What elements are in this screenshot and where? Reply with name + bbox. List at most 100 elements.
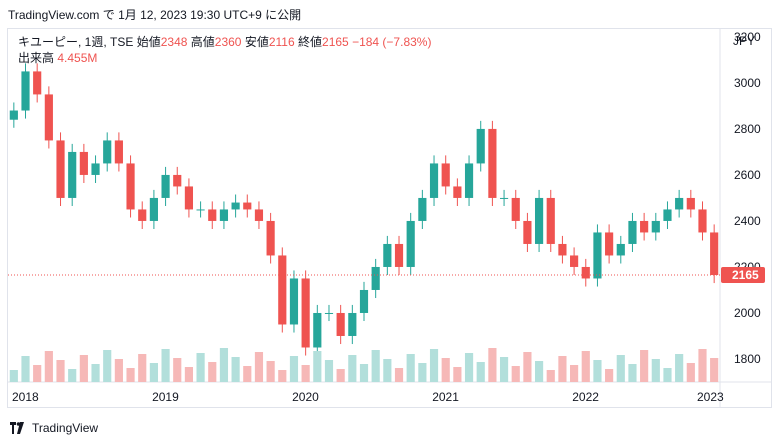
tradingview-logo-icon (10, 422, 24, 434)
volume-bar (511, 366, 520, 382)
candle-body (138, 209, 147, 221)
candle-body (511, 197, 520, 221)
volume-bar (196, 353, 205, 382)
candle-body (114, 140, 123, 164)
candle-body (570, 255, 579, 267)
volume-bar (616, 355, 625, 382)
candle-body (453, 186, 462, 198)
candle-body (534, 197, 544, 244)
high-label: 高値 (190, 35, 215, 49)
volume-bar (581, 351, 590, 382)
volume-bar (686, 363, 695, 382)
candle-body (278, 255, 287, 325)
candle-body (324, 312, 334, 314)
volume-bar (429, 349, 439, 382)
close-label: 終値 (298, 35, 323, 49)
candle-body (581, 266, 590, 279)
volume-bar (476, 362, 485, 382)
candle-body (488, 128, 497, 198)
candle-body (126, 163, 135, 210)
low-value: 2116 (268, 35, 295, 49)
candle-body (301, 278, 310, 348)
candle-body (348, 312, 357, 336)
candle-body (79, 151, 88, 175)
volume-bar (184, 367, 194, 382)
footer-brand: TradingView (32, 421, 99, 435)
candle-body (9, 110, 18, 120)
candle-body (464, 163, 474, 198)
volume-bar (663, 368, 672, 382)
volume-bar (289, 356, 299, 382)
candle-body (383, 243, 392, 267)
candle-body (593, 232, 602, 279)
candle-body (406, 220, 415, 267)
candle-body (21, 71, 30, 111)
candle-body (418, 197, 427, 221)
candle-body (663, 209, 672, 221)
volume-bar (254, 352, 264, 382)
volume-bar (126, 368, 135, 382)
volume-bar (523, 352, 532, 382)
low-label: 安値 (244, 35, 269, 49)
source-label: TradingView.com (8, 8, 100, 22)
volume-bar (558, 356, 567, 382)
candle-body (33, 71, 42, 95)
publish-datetime: で 1月 12, 2023 19:30 UTC+9 に公開 (102, 8, 302, 22)
candle-body (289, 278, 299, 325)
volume-bar (336, 369, 345, 382)
volume-bar (91, 364, 100, 382)
open-value: 2348 (160, 35, 188, 49)
x-tick-label: 2018 (12, 390, 39, 404)
candle-body (651, 220, 660, 233)
candle-body (184, 186, 194, 210)
volume-bar (570, 365, 579, 382)
candle-body (196, 209, 205, 211)
candle-body (628, 220, 637, 244)
candle-body (605, 232, 614, 256)
volume-bar (56, 360, 65, 382)
candle-body (686, 197, 695, 210)
candle-body (546, 197, 555, 244)
y-tick-label: 3000 (734, 76, 761, 90)
volume-bar (243, 366, 252, 382)
candle-body (394, 243, 404, 267)
last-price-badge-label: 2165 (732, 268, 759, 282)
candle-body (266, 220, 275, 256)
x-tick-label: 2023 (697, 390, 724, 404)
y-tick-label: 2400 (734, 214, 761, 228)
candle-body (675, 197, 684, 210)
volume-bar (675, 354, 684, 382)
volume-bar (68, 369, 77, 382)
currency-label: JPY (733, 34, 756, 48)
volume-value: 4.455M (57, 51, 98, 65)
volume-bar (208, 362, 217, 382)
y-tick-label: 2000 (734, 306, 761, 320)
open-label: 始値 (136, 35, 161, 49)
volume-bar (138, 354, 147, 382)
candle-body (371, 266, 380, 290)
chart-frame[interactable] (7, 28, 772, 408)
y-tick-label: 2600 (734, 168, 761, 182)
volume-bar (324, 360, 334, 382)
symbol-label[interactable]: キユーピー, 1週, TSE (18, 35, 134, 49)
candle-body (103, 140, 112, 164)
volume-bar (546, 370, 555, 382)
volume-bar (371, 350, 380, 382)
candle-body (161, 174, 170, 198)
volume-bar (173, 358, 182, 382)
candle-body (616, 243, 625, 256)
chart-legend: キユーピー, 1週, TSE 始値2348 高値2360 安値2116 終値21… (18, 34, 431, 66)
volume-bar (464, 353, 474, 382)
candle-body (44, 94, 53, 141)
volume-bar (313, 351, 322, 382)
volume-bar (383, 359, 392, 382)
volume-bar (698, 349, 707, 382)
volume-bar (418, 363, 427, 382)
y-tick-label: 3200 (734, 30, 761, 44)
volume-bar (628, 364, 637, 382)
volume-bar (231, 357, 240, 382)
candle-body (313, 312, 322, 348)
volume-bar (710, 358, 719, 382)
candle-body (499, 197, 509, 199)
